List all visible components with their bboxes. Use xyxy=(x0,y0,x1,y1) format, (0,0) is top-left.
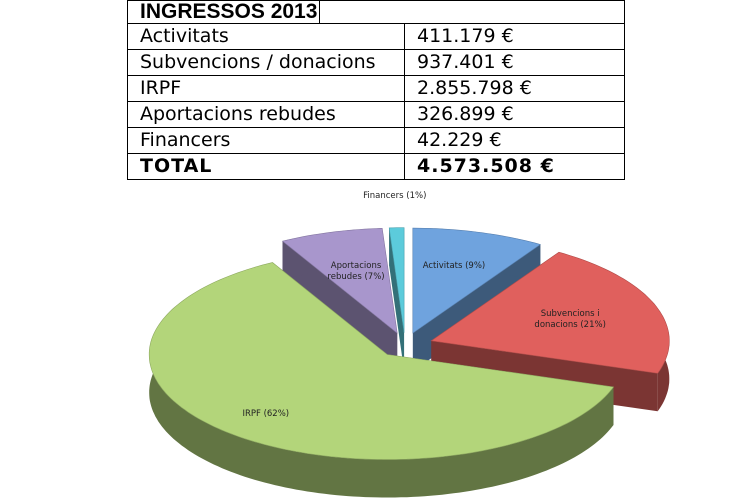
table-cell: 2.855.798 € xyxy=(404,75,625,102)
table-header: INGRESSOS 2013 xyxy=(127,0,625,24)
data-label: Aportacions rebudes (7%) xyxy=(327,260,385,282)
slice xyxy=(412,227,541,334)
table-cell: Subvencions / donacions xyxy=(127,49,405,76)
table-cell: 411.179 € xyxy=(404,23,625,50)
slice xyxy=(388,227,405,333)
table-row: TOTAL 4.573.508 € xyxy=(127,153,625,180)
slice xyxy=(430,251,670,374)
income-table: INGRESSOS 2013 Activitats 411.179 € Subven… xyxy=(127,0,625,180)
data-label: Subvencions i donacions (21%) xyxy=(534,308,606,330)
table-cell: 937.401 € xyxy=(404,49,625,76)
table-row: Aportacions rebudes 326.899 € xyxy=(127,101,625,128)
table-cell: Aportacions rebudes xyxy=(127,101,405,128)
data-label: Financers (1%) xyxy=(363,191,427,202)
slice-side xyxy=(282,241,398,372)
table-cell: IRPF xyxy=(127,75,405,102)
table-cell: Activitats xyxy=(127,23,405,50)
table-row: Subvencions / donacions 937.401 € xyxy=(127,49,625,76)
table-cell: 4.573.508 € xyxy=(404,153,625,180)
table-cell: 326.899 € xyxy=(404,101,625,128)
header-cell: INGRESSOS 2013 xyxy=(127,0,625,24)
data-label: IRPF (62%) xyxy=(242,409,290,420)
table-cell: Financers xyxy=(127,127,405,154)
slice xyxy=(148,262,615,460)
table-title: INGRESSOS 2013 xyxy=(140,1,321,23)
table-row: Activitats 411.179 € xyxy=(127,23,625,50)
table-cell: TOTAL xyxy=(127,153,405,180)
table-row: Financers 42.229 € xyxy=(127,127,625,154)
slice xyxy=(281,227,398,334)
data-label: Activitats (9%) xyxy=(422,260,486,271)
table-row: IRPF 2.855.798 € xyxy=(127,75,625,102)
